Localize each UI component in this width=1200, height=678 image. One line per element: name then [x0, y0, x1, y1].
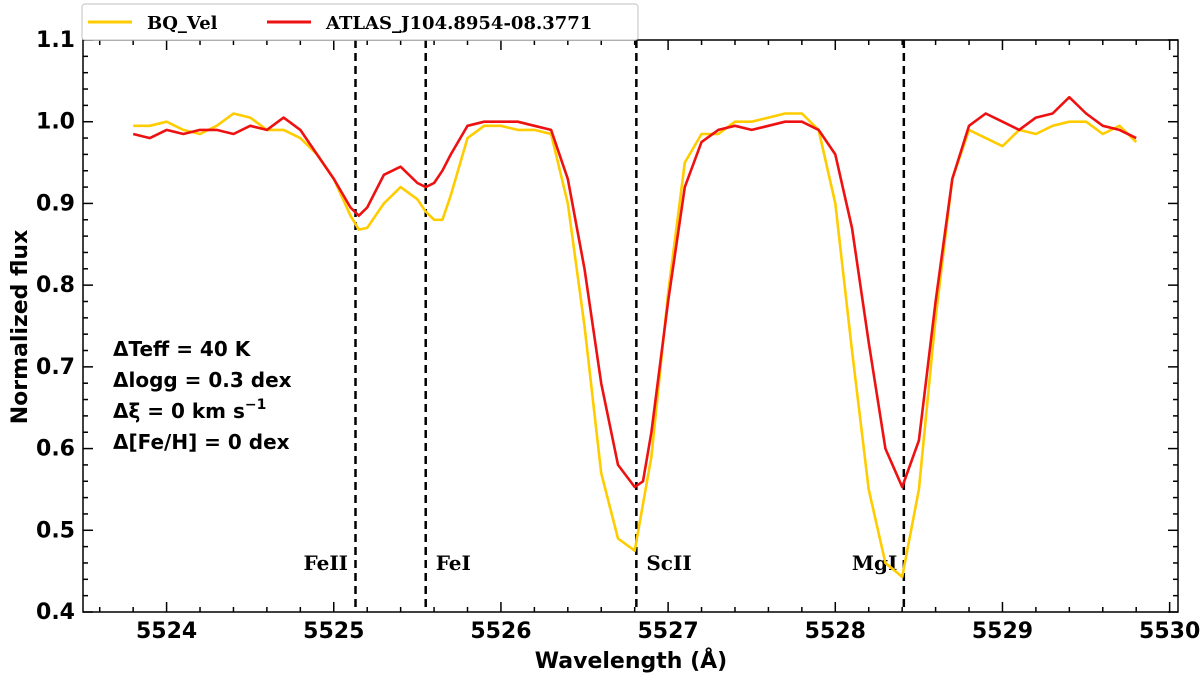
legend-label: BQ_Vel	[147, 13, 218, 34]
legend-box	[81, 3, 639, 41]
y-tick-label: 0.7	[36, 355, 75, 380]
y-tick-label: 0.6	[36, 437, 75, 462]
x-tick-label: 5524	[136, 619, 197, 644]
x-tick-label: 5530	[1139, 619, 1200, 644]
parameter-annotation: Δξ = 0 km s−1	[113, 397, 266, 423]
spectral-line-label: ScII	[646, 551, 691, 575]
y-tick-label: 1.1	[36, 28, 75, 53]
y-axis-label: Normalized flux	[8, 230, 33, 425]
x-tick-label: 5529	[972, 619, 1033, 644]
y-tick-label: 0.5	[36, 518, 75, 543]
parameter-annotation: ΔTeff = 40 K	[113, 337, 252, 361]
x-axis-label: Wavelength (Å)	[535, 648, 727, 674]
legend-label: ATLAS_J104.8954-08.3771	[325, 13, 592, 34]
spectral-line-label: FeI	[436, 551, 471, 575]
series-line-bq-vel	[133, 112, 1138, 579]
parameter-annotations: ΔTeff = 40 K Δlogg = 0.3 dex Δξ = 0 km s−1…	[113, 337, 292, 454]
x-tick-label: 5528	[805, 619, 866, 644]
parameter-annotation: Δ[Fe/H] = 0 dex	[113, 430, 290, 454]
series-line-atlas	[132, 95, 1137, 489]
spectral-line-label: MgI	[852, 551, 897, 575]
series-lines	[132, 95, 1138, 579]
parameter-annotation: Δlogg = 0.3 dex	[113, 368, 292, 392]
y-tick-label: 0.9	[36, 191, 75, 216]
annotation-superscript: −1	[245, 397, 266, 413]
axis-tick-labels: 5524 5525 5526 5527 5528 5529 5530 0.4 0.5 0.6 0.7…	[36, 28, 1200, 644]
y-tick-label: 0.4	[36, 600, 75, 625]
legend: BQ_Vel ATLAS_J104.8954-08.3771	[81, 3, 639, 41]
x-tick-label: 5526	[470, 619, 531, 644]
y-tick-label: 1.0	[36, 110, 75, 135]
spectral-line-label: FeII	[303, 551, 348, 575]
x-tick-label: 5527	[637, 619, 698, 644]
spectral-line-markers: FeII FeI ScII MgI	[303, 40, 906, 612]
y-tick-label: 0.8	[36, 273, 75, 298]
x-tick-label: 5525	[303, 619, 364, 644]
